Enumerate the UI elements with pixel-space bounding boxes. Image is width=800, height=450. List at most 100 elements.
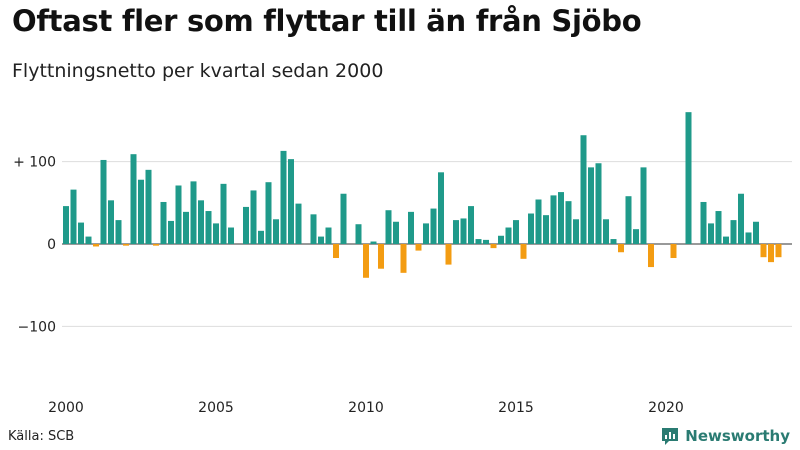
- bar[interactable]: [213, 223, 219, 244]
- x-tick-label: 2005: [198, 400, 234, 416]
- bar[interactable]: [115, 220, 122, 244]
- bar[interactable]: [753, 221, 759, 244]
- bar[interactable]: [183, 211, 189, 244]
- bar[interactable]: [453, 220, 459, 244]
- bar[interactable]: [625, 196, 632, 244]
- bar[interactable]: [153, 244, 159, 246]
- bar[interactable]: [475, 239, 482, 244]
- bar[interactable]: [243, 206, 249, 244]
- bar[interactable]: [430, 208, 437, 244]
- bar[interactable]: [633, 229, 639, 244]
- bar[interactable]: [250, 190, 257, 244]
- bar[interactable]: [318, 236, 324, 244]
- bar[interactable]: [550, 195, 557, 244]
- bar[interactable]: [385, 210, 392, 244]
- bar[interactable]: [265, 182, 272, 244]
- bar[interactable]: [415, 244, 422, 251]
- bar[interactable]: [543, 215, 549, 244]
- bar[interactable]: [310, 214, 317, 244]
- bar[interactable]: [513, 220, 519, 244]
- bar[interactable]: [393, 221, 399, 244]
- bar[interactable]: [520, 244, 527, 259]
- bar[interactable]: [325, 227, 332, 244]
- bar[interactable]: [468, 206, 474, 244]
- bar[interactable]: [565, 201, 572, 244]
- bar[interactable]: [490, 244, 497, 249]
- bar[interactable]: [573, 219, 579, 244]
- bar[interactable]: [400, 244, 407, 273]
- bar[interactable]: [220, 183, 227, 244]
- bar[interactable]: [483, 239, 489, 244]
- bar[interactable]: [273, 219, 279, 244]
- y-tick-label: 0: [47, 237, 56, 253]
- bar[interactable]: [288, 159, 294, 244]
- bar[interactable]: [333, 244, 339, 259]
- bar[interactable]: [715, 211, 722, 244]
- bar[interactable]: [768, 244, 774, 263]
- bar[interactable]: [70, 189, 77, 244]
- bar[interactable]: [670, 244, 677, 259]
- bar[interactable]: [205, 211, 212, 244]
- bar[interactable]: [280, 150, 287, 244]
- bar[interactable]: [738, 193, 744, 244]
- brand-name: Newsworthy: [685, 427, 790, 445]
- bar[interactable]: [175, 185, 182, 244]
- bar[interactable]: [610, 239, 617, 244]
- y-tick-label: −100: [18, 319, 56, 335]
- bar[interactable]: [378, 244, 384, 269]
- x-tick-label: 2015: [498, 400, 534, 416]
- bar[interactable]: [138, 179, 144, 244]
- bar[interactable]: [160, 201, 167, 244]
- bar[interactable]: [558, 192, 564, 244]
- bar[interactable]: [535, 199, 542, 244]
- bar[interactable]: [408, 211, 414, 244]
- bar[interactable]: [258, 230, 264, 244]
- bar[interactable]: [295, 203, 302, 244]
- bar[interactable]: [423, 223, 429, 244]
- bar[interactable]: [130, 154, 137, 244]
- bar[interactable]: [438, 172, 444, 244]
- bar[interactable]: [78, 222, 84, 244]
- bar[interactable]: [340, 193, 347, 244]
- brand-logo[interactable]: Newsworthy: [660, 426, 790, 446]
- bar[interactable]: [190, 181, 197, 244]
- newsworthy-logo-icon: [662, 428, 679, 445]
- bar[interactable]: [528, 213, 534, 244]
- bar[interactable]: [618, 244, 624, 253]
- bar[interactable]: [228, 227, 234, 244]
- bar[interactable]: [775, 244, 782, 258]
- bar[interactable]: [100, 159, 107, 244]
- bar[interactable]: [730, 220, 737, 244]
- bar[interactable]: [63, 206, 69, 244]
- bar[interactable]: [685, 112, 692, 244]
- bar[interactable]: [708, 223, 714, 244]
- bar[interactable]: [460, 218, 467, 244]
- bar[interactable]: [370, 241, 377, 244]
- bar[interactable]: [93, 244, 99, 247]
- bar[interactable]: [108, 200, 114, 244]
- bar[interactable]: [145, 169, 152, 244]
- bar[interactable]: [355, 224, 362, 244]
- bar[interactable]: [745, 232, 752, 244]
- chart-title: Oftast fler som flyttar till än från Sjö…: [12, 4, 642, 38]
- bar[interactable]: [760, 244, 767, 258]
- bar[interactable]: [505, 227, 512, 244]
- bar[interactable]: [198, 200, 204, 244]
- bar[interactable]: [723, 236, 729, 244]
- bar[interactable]: [603, 219, 609, 244]
- bar[interactable]: [588, 167, 594, 244]
- y-tick-label: + 100: [13, 155, 56, 171]
- bar[interactable]: [123, 244, 129, 246]
- bar[interactable]: [700, 201, 707, 244]
- bar[interactable]: [168, 220, 174, 244]
- bar[interactable]: [580, 135, 587, 244]
- bar[interactable]: [363, 244, 369, 278]
- bar[interactable]: [648, 244, 654, 268]
- bar[interactable]: [595, 163, 602, 244]
- bar[interactable]: [445, 244, 452, 265]
- x-tick-label: 2000: [48, 400, 84, 416]
- bar[interactable]: [498, 235, 504, 244]
- bar[interactable]: [85, 236, 92, 244]
- bar[interactable]: [640, 167, 647, 244]
- source-note: Källa: SCB: [8, 429, 75, 444]
